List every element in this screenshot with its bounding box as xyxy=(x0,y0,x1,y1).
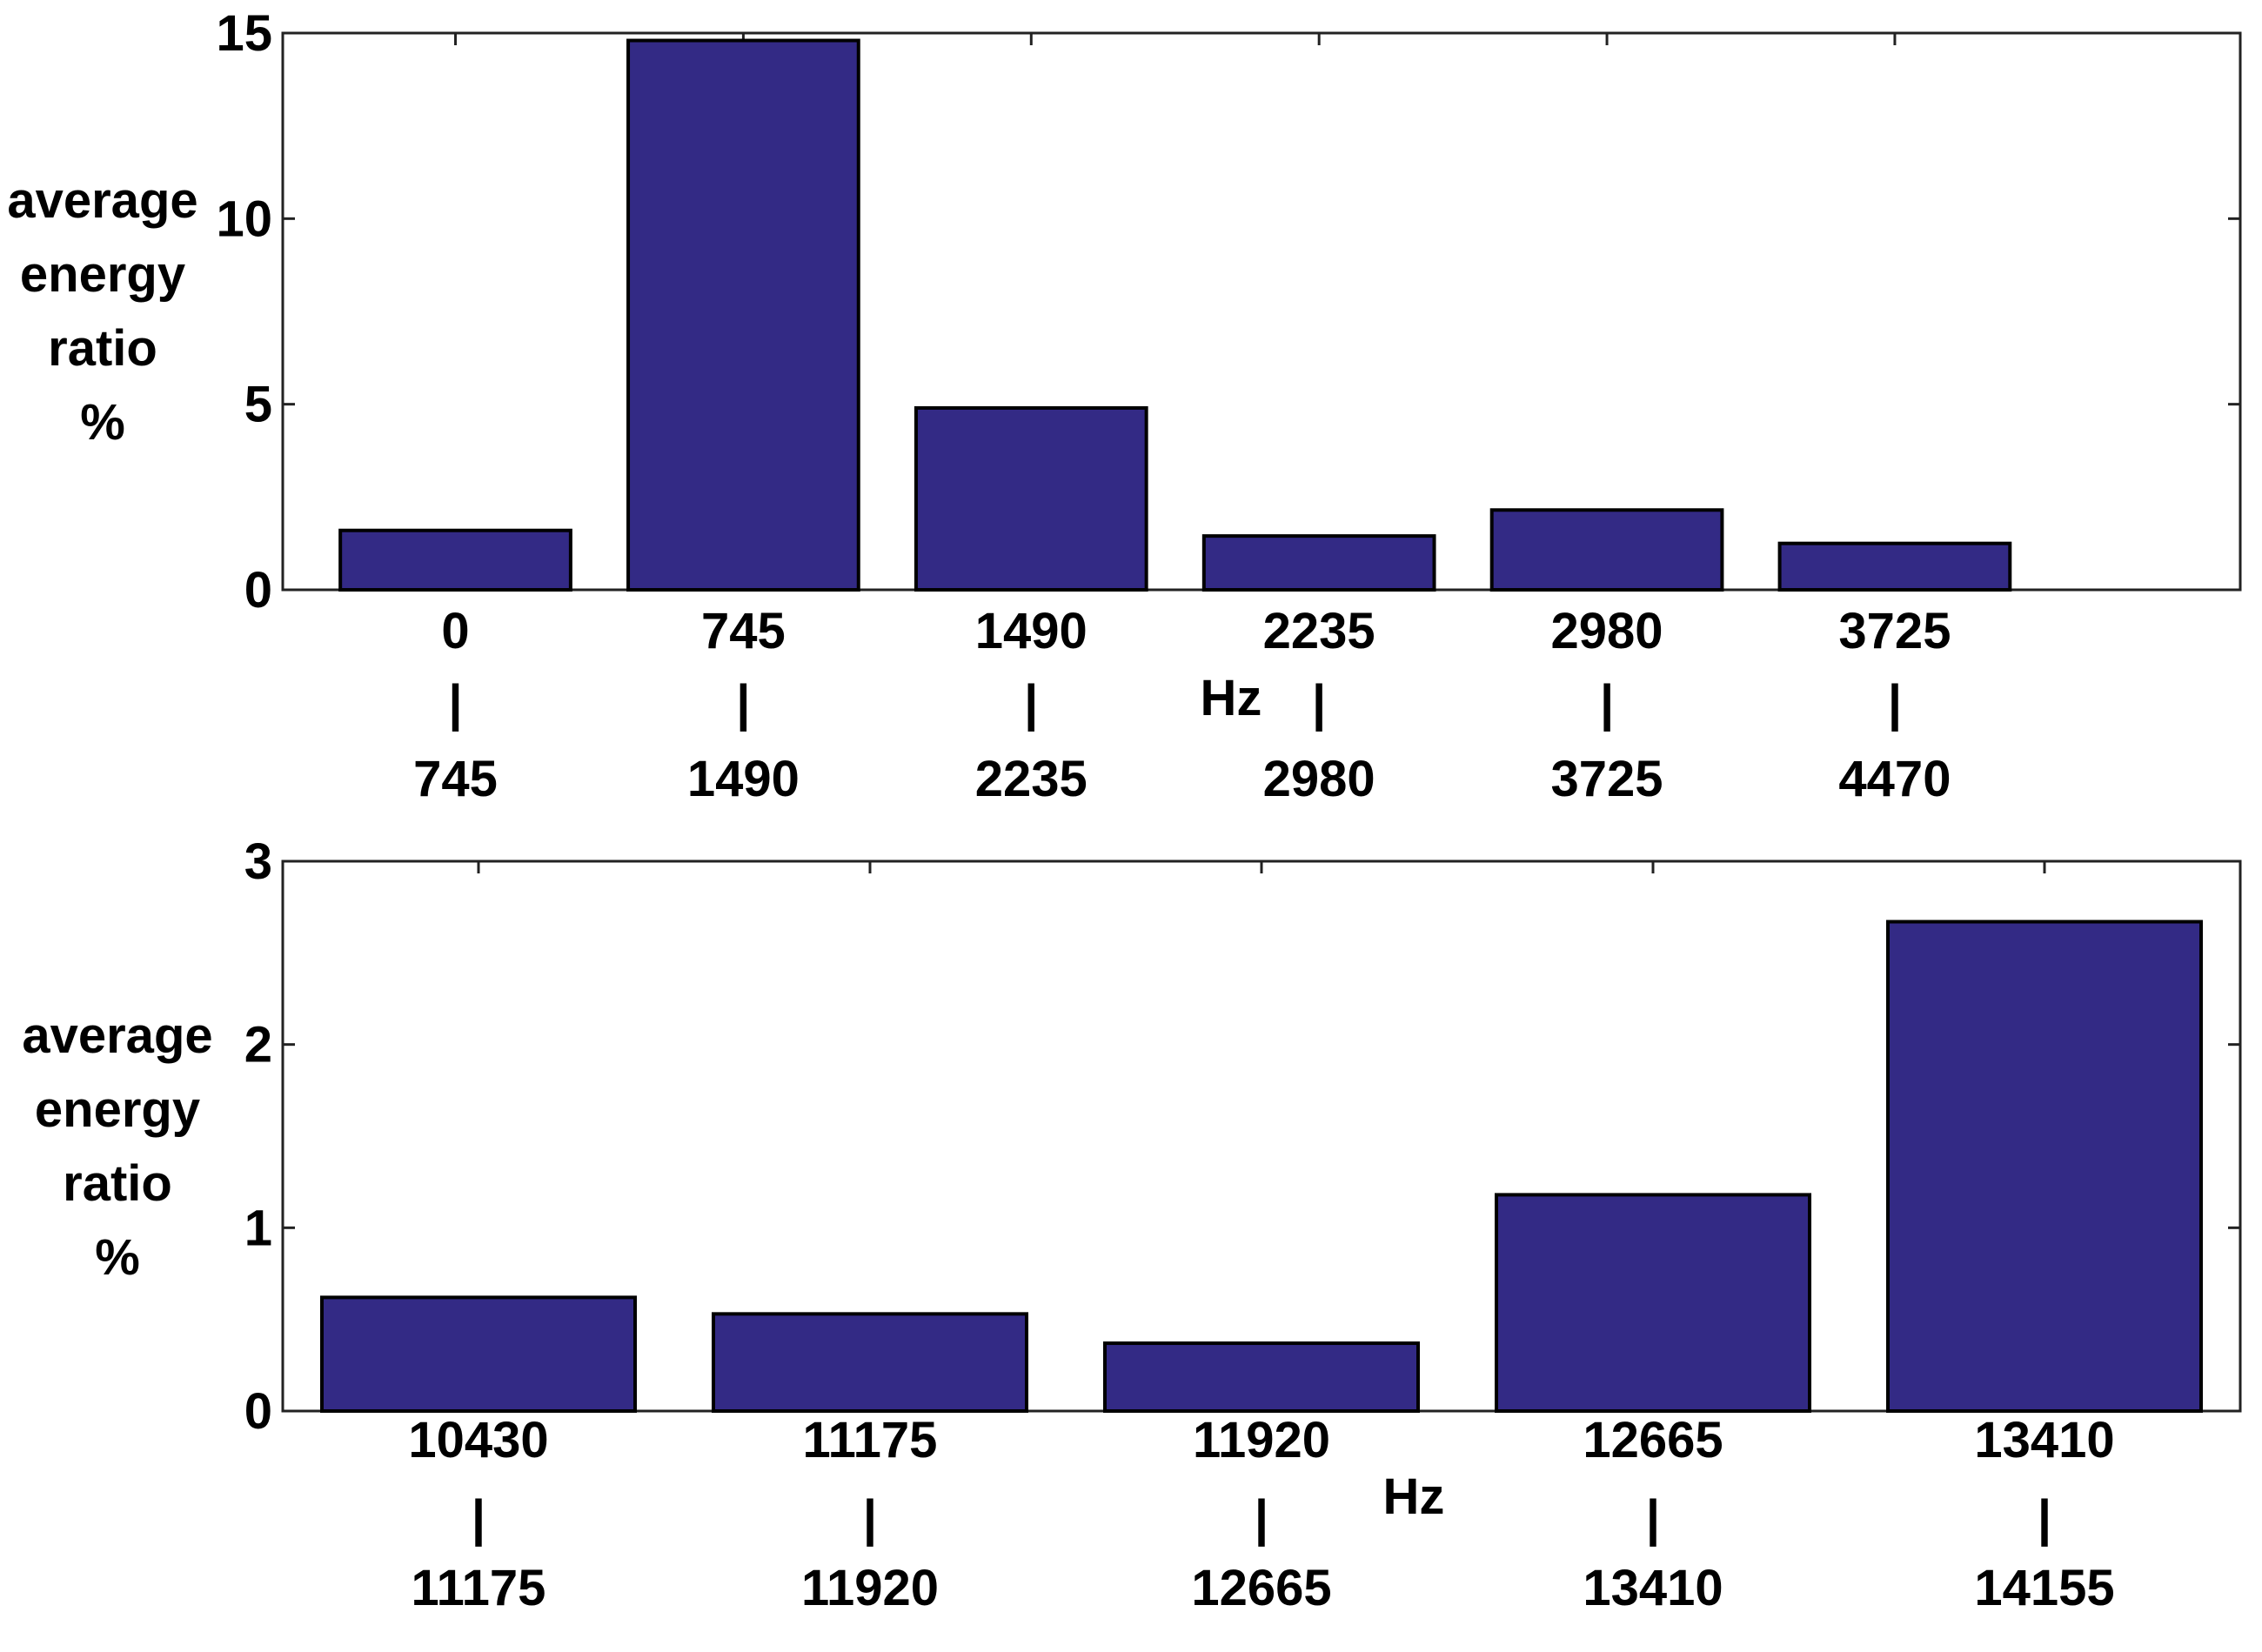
y-axis-label: energy xyxy=(35,1081,200,1138)
x-category-label: 2980 xyxy=(1551,603,1663,659)
bar xyxy=(1489,508,1724,592)
x-category-label: 0 xyxy=(441,603,469,659)
x-category-label: | xyxy=(1888,675,1902,732)
bar xyxy=(1886,920,2203,1413)
y-axis-label: ratio xyxy=(63,1155,172,1212)
axes-frame xyxy=(281,31,2242,592)
x-category-label: 14155 xyxy=(1974,1560,2114,1616)
x-category-label: 10430 xyxy=(408,1412,548,1468)
bar xyxy=(1777,541,2012,592)
y-tick-label: 3 xyxy=(244,833,272,890)
x-category-label: 13410 xyxy=(1974,1412,2114,1468)
x-category-label: 11175 xyxy=(803,1412,938,1468)
y-axis-label: % xyxy=(95,1229,140,1286)
x-category-label: | xyxy=(2038,1490,2051,1547)
y-tick-label: 2 xyxy=(244,1017,272,1073)
x-category-label: 11920 xyxy=(1193,1412,1330,1468)
bar xyxy=(1495,1193,1811,1413)
y-axis-label: ratio xyxy=(48,320,157,377)
x-category-label: 2235 xyxy=(1263,603,1375,659)
bar xyxy=(1201,534,1436,592)
x-category-label: 11920 xyxy=(801,1560,939,1616)
x-category-label: 11175 xyxy=(412,1560,546,1616)
bar xyxy=(320,1295,637,1414)
y-tick-label: 0 xyxy=(244,562,272,619)
bar xyxy=(626,38,860,592)
x-category-label: | xyxy=(1646,1490,1660,1547)
y-tick-label: 15 xyxy=(216,5,272,62)
bar xyxy=(1103,1341,1420,1414)
x-axis-label: Hz xyxy=(1201,670,1262,726)
y-tick-label: 0 xyxy=(244,1383,272,1440)
chart-panel-2: 0 1 2 3 10430 | 11175 11175 | 11920 11920 | 12665 126… xyxy=(22,833,2242,1616)
x-category-label: 13410 xyxy=(1583,1560,1723,1616)
x-category-label: | xyxy=(1024,675,1038,732)
x-category-label: 12665 xyxy=(1583,1412,1723,1468)
x-category-label: | xyxy=(863,1490,877,1547)
x-category-label: 745 xyxy=(413,751,498,807)
x-category-label: 4470 xyxy=(1838,751,1951,807)
y-axis-label: average xyxy=(22,1007,212,1064)
x-category-label: | xyxy=(1600,675,1614,732)
chart-panel-1: 0 5 10 15 0 | 745 745 | 1490 1490 | 2235 2235 | 2980 298… xyxy=(7,5,2242,807)
x-category-label: 12665 xyxy=(1191,1560,1331,1616)
y-axis-label: average xyxy=(7,172,197,229)
y-axis-label: % xyxy=(80,394,125,451)
x-category-label: 1490 xyxy=(975,603,1088,659)
bar xyxy=(914,405,1148,592)
x-category-label: 3725 xyxy=(1551,751,1663,807)
bar xyxy=(712,1312,1028,1414)
x-category-label: 2980 xyxy=(1263,751,1375,807)
x-category-label: 1490 xyxy=(687,751,800,807)
bar xyxy=(338,528,572,592)
x-category-label: | xyxy=(1312,675,1326,732)
x-category-label: | xyxy=(448,675,462,732)
x-category-label: | xyxy=(736,675,750,732)
x-category-label: | xyxy=(1255,1490,1268,1547)
y-tick-label: 5 xyxy=(244,377,272,433)
x-category-label: 2235 xyxy=(975,751,1088,807)
x-category-label: 3725 xyxy=(1838,603,1951,659)
y-tick-label: 1 xyxy=(244,1200,272,1256)
x-category-label: | xyxy=(472,1490,485,1547)
x-category-label: 745 xyxy=(701,603,786,659)
y-tick-label: 10 xyxy=(216,191,272,247)
y-axis-label: energy xyxy=(20,246,185,303)
x-axis-label: Hz xyxy=(1383,1468,1445,1525)
